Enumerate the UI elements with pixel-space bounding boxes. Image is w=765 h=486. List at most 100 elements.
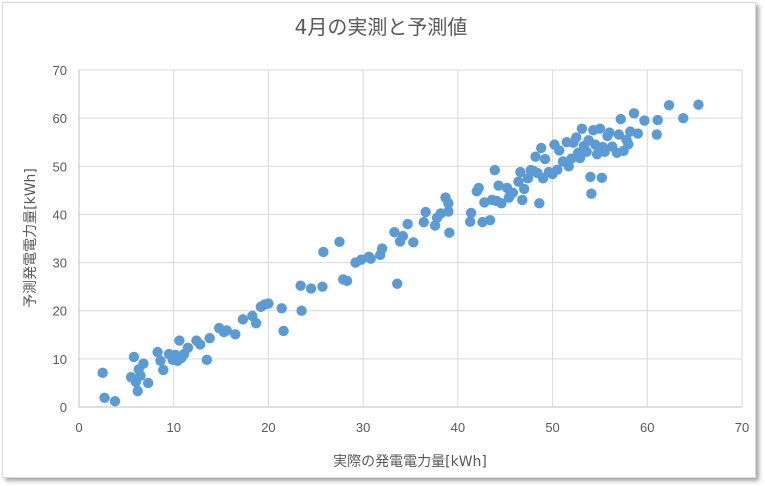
data-point (132, 385, 143, 397)
data-point (534, 198, 545, 209)
data-point (444, 227, 455, 238)
data-point (420, 206, 431, 218)
x-tick-label: 10 (166, 420, 180, 435)
y-tick-label: 70 (53, 63, 67, 78)
data-point (596, 172, 608, 184)
data-point (518, 183, 530, 195)
data-point (250, 318, 262, 329)
data-point (201, 354, 213, 366)
y-tick-label: 40 (53, 207, 67, 222)
data-point (365, 253, 376, 264)
data-point (376, 243, 388, 254)
y-tick-label: 0 (60, 400, 67, 415)
data-point (507, 187, 518, 198)
data-point (615, 113, 626, 125)
data-point (604, 127, 615, 138)
data-point (473, 182, 484, 194)
data-point (109, 396, 121, 407)
data-point (152, 346, 163, 358)
data-point (663, 99, 675, 111)
data-point (204, 332, 215, 344)
data-point (465, 207, 477, 219)
data-point (613, 129, 625, 140)
data-point (158, 364, 169, 376)
x-tick-label: 20 (261, 420, 275, 435)
data-point (571, 132, 582, 143)
data-point (693, 99, 704, 110)
y-axis-title: 予測発電電力量[kWh] (23, 168, 39, 308)
data-point (341, 275, 353, 287)
x-tick-label: 60 (640, 420, 654, 435)
y-tick-label: 20 (53, 304, 67, 319)
data-point (195, 339, 206, 350)
data-point (489, 164, 500, 176)
data-point (443, 206, 454, 217)
data-point (554, 145, 565, 156)
data-point (278, 325, 289, 337)
x-tick-label: 0 (75, 420, 82, 435)
x-tick-labels: 0 10 20 30 40 50 60 70 (75, 420, 749, 435)
data-point (536, 142, 547, 154)
data-point (515, 166, 526, 178)
data-point (402, 218, 413, 230)
data-point (678, 112, 689, 124)
data-point (628, 108, 640, 119)
data-point (408, 237, 419, 248)
data-point (305, 283, 317, 294)
data-point (138, 358, 149, 369)
data-point (652, 114, 663, 126)
y-tick-label: 30 (53, 256, 67, 271)
data-point (230, 329, 241, 340)
data-point (632, 128, 644, 139)
data-point (142, 377, 154, 389)
data-point (276, 303, 287, 314)
y-tick-label: 50 (53, 159, 67, 174)
data-point (493, 180, 504, 191)
data-point (182, 342, 194, 353)
data-point (135, 370, 146, 381)
y-tick-labels: 0 10 20 30 40 50 60 70 (53, 63, 67, 415)
data-point (585, 171, 596, 183)
data-point (594, 123, 606, 134)
data-point (539, 153, 551, 165)
data-point (581, 146, 592, 158)
data-point (530, 151, 541, 162)
data-point (389, 227, 400, 238)
data-point (522, 173, 534, 184)
data-point (334, 236, 345, 248)
data-point (97, 367, 108, 379)
data-point (484, 215, 496, 226)
gridlines (78, 69, 743, 408)
data-point (418, 216, 429, 228)
data-point (295, 280, 306, 291)
data-point (464, 216, 476, 227)
y-tick-label: 10 (53, 352, 67, 367)
data-point (513, 176, 524, 187)
data-point (155, 355, 166, 366)
data-point (397, 230, 409, 242)
data-point (221, 325, 232, 336)
data-point (317, 281, 328, 292)
data-point (128, 351, 140, 363)
data-point (296, 305, 307, 316)
data-point (574, 152, 586, 164)
chart-frame (2, 2, 756, 478)
data-point (599, 146, 610, 158)
data-point (586, 188, 597, 199)
x-axis-title: 実際の発電電力量[kWh] (333, 454, 487, 470)
data-point (576, 123, 588, 134)
data-point (392, 278, 403, 289)
x-tick-label: 40 (451, 420, 465, 435)
x-tick-label: 50 (545, 420, 559, 435)
chart-title: 4月の実測と予測値 (295, 15, 468, 39)
data-point (651, 129, 662, 140)
data-point (639, 115, 650, 126)
data-point (263, 298, 274, 309)
x-tick-label: 30 (356, 420, 370, 435)
data-point (517, 194, 528, 206)
data-points (97, 99, 704, 407)
data-point (174, 335, 185, 346)
y-tick-label: 60 (53, 111, 67, 126)
data-point (318, 246, 329, 258)
